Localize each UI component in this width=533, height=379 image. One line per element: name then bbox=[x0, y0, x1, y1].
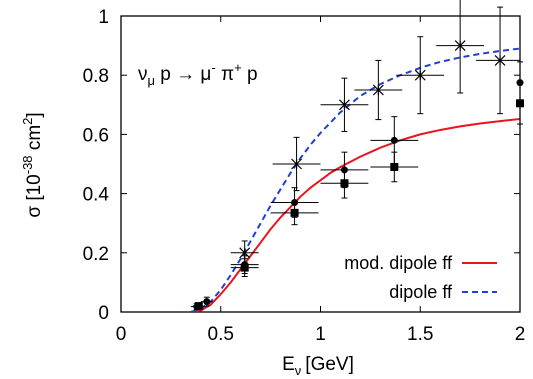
data-point-square bbox=[340, 179, 349, 188]
reaction-annotation: νμ p → μ- π+ p bbox=[138, 60, 258, 88]
data-point-star bbox=[339, 99, 350, 111]
data-point-star bbox=[372, 84, 384, 96]
data-point-square bbox=[194, 302, 203, 311]
x-tick-label: 0.5 bbox=[208, 324, 234, 345]
x-tick-label: 1 bbox=[315, 324, 326, 345]
data-point-circle bbox=[390, 136, 398, 144]
y-tick-label: 0.4 bbox=[83, 185, 110, 206]
y-tick-label: 1 bbox=[98, 7, 109, 28]
data-point-square bbox=[390, 162, 399, 171]
data-point-star bbox=[239, 247, 251, 259]
y-tick-label: 0.6 bbox=[83, 125, 109, 146]
data-point-star bbox=[454, 40, 466, 52]
y-axis-title: σ [10-38 cm2] bbox=[20, 112, 45, 217]
x-tick-label: 2 bbox=[515, 324, 526, 345]
data-point-star bbox=[291, 158, 302, 170]
data-point-square bbox=[240, 263, 249, 272]
data-point-square bbox=[516, 99, 524, 108]
data-point-square bbox=[290, 208, 299, 217]
data-point-circle bbox=[203, 298, 211, 306]
legend-label: dipole ff bbox=[389, 282, 453, 302]
plot-area: 0 0.5 1 1.5 2 0 0.2 0.4 0.6 0.8 1 mod. dipole ff dip… bbox=[83, 0, 526, 345]
x-tick-label: 1.5 bbox=[407, 324, 433, 345]
y-tick-label: 0 bbox=[98, 303, 109, 324]
data-point-star bbox=[414, 69, 426, 81]
data-point-star bbox=[494, 54, 506, 66]
legend-label: mod. dipole ff bbox=[344, 253, 453, 273]
y-tick-label: 0.2 bbox=[83, 244, 109, 265]
y-tick-label: 0.8 bbox=[83, 66, 109, 87]
x-tick-label: 0 bbox=[116, 324, 127, 345]
x-axis-title: Eν [GeV] bbox=[282, 354, 354, 378]
series-line-mod-dipole-ff bbox=[190, 118, 520, 312]
